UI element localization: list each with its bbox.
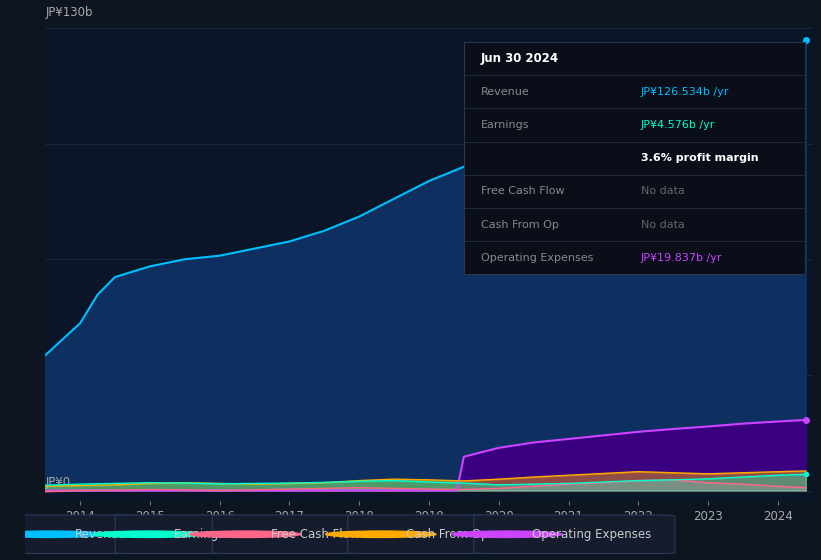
Text: Operating Expenses: Operating Expenses <box>532 528 651 541</box>
Circle shape <box>452 531 562 538</box>
FancyBboxPatch shape <box>16 515 139 553</box>
Text: Earnings: Earnings <box>173 528 225 541</box>
FancyBboxPatch shape <box>115 515 237 553</box>
Text: 3.6% profit margin: 3.6% profit margin <box>641 153 759 163</box>
Text: Free Cash Flow: Free Cash Flow <box>481 186 565 197</box>
Circle shape <box>0 531 105 538</box>
Text: Jun 30 2024: Jun 30 2024 <box>481 52 559 65</box>
Circle shape <box>190 531 300 538</box>
Text: Operating Expenses: Operating Expenses <box>481 253 594 263</box>
Circle shape <box>326 531 436 538</box>
Text: JP¥0: JP¥0 <box>45 477 71 489</box>
Text: No data: No data <box>641 186 685 197</box>
Text: JP¥19.837b /yr: JP¥19.837b /yr <box>641 253 722 263</box>
Text: No data: No data <box>641 220 685 230</box>
Text: Cash From Op: Cash From Op <box>406 528 488 541</box>
Text: JP¥130b: JP¥130b <box>45 6 93 18</box>
Text: Free Cash Flow: Free Cash Flow <box>271 528 359 541</box>
FancyBboxPatch shape <box>348 515 502 553</box>
Text: JP¥126.534b /yr: JP¥126.534b /yr <box>641 87 729 97</box>
Text: JP¥4.576b /yr: JP¥4.576b /yr <box>641 120 715 130</box>
Text: Revenue: Revenue <box>75 528 126 541</box>
Circle shape <box>94 531 204 538</box>
Text: Earnings: Earnings <box>481 120 530 130</box>
FancyBboxPatch shape <box>212 515 374 553</box>
Text: Cash From Op: Cash From Op <box>481 220 559 230</box>
Text: Revenue: Revenue <box>481 87 530 97</box>
FancyBboxPatch shape <box>474 515 675 553</box>
